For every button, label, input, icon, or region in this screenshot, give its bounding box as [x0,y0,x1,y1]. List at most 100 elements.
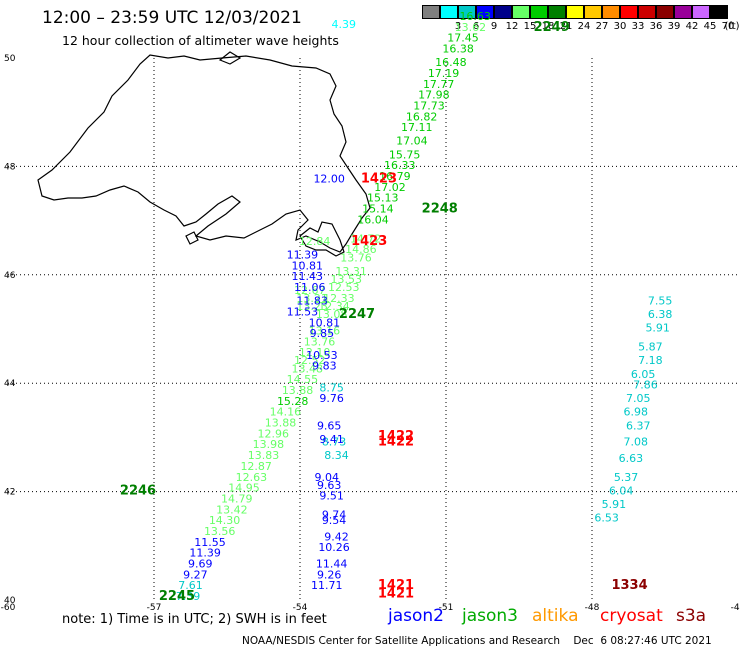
time-label: 2247 [339,307,375,322]
swh-value-jason2: 8.34 [324,449,349,462]
swh-value-jason3: 9.27 [183,568,208,581]
color-swatch [494,5,512,19]
swh-value-cryosat: 6.05 [631,368,656,381]
legend-s3a: s3a [676,606,707,626]
swh-value-jason2: 9.42 [324,530,349,543]
swh-value-jason3: 7.61 [178,579,203,592]
swh-value-jason3: 15.14 [362,202,394,215]
swh-value-jason3: 17.19 [428,67,460,80]
swh-value-jason3: 17.45 [447,32,479,45]
color-swatch [584,5,602,19]
color-bin-label: 36 [649,21,663,32]
swh-value-jason2: 11.71 [311,579,343,592]
color-swatch [692,5,710,19]
time-label: 1421 [378,578,414,593]
swh-value-jason3: 13.76 [304,335,336,348]
time-label: 2246 [120,483,156,498]
time-label: 1423 [361,172,397,187]
color-bin-label: 45 [703,21,717,32]
swh-value-jason2: 9.41 [319,433,344,446]
color-bin-label: 3 [454,21,462,32]
swh-value-jason3: 16.82 [406,110,438,123]
color-swatch [440,5,458,19]
color-bin-label: 21 [559,21,573,32]
color-swatch [656,5,674,19]
swh-value-jason3: 12.34 [318,300,350,313]
color-unit-label: (ft) [724,21,740,32]
data-points: 7.397.619.279.6911.3911.5513.5614.3013.4… [176,10,673,603]
swh-value-cryosat: 6.37 [626,419,651,432]
swh-value-jason3: 16.04 [357,213,389,226]
swh-value-jason2: 9.51 [319,490,344,503]
swh-value-cryosat: 5.91 [645,322,670,335]
swh-value-cryosat: 6.38 [648,308,673,321]
swh-value-cryosat: 7.08 [624,436,649,449]
color-bin-label: 70 [721,21,735,32]
swh-value-jason2: 10.53 [306,349,338,362]
chart-subtitle: 12 hour collection of altimeter wave hei… [62,33,339,48]
swh-value-jason3: 17.98 [418,89,450,102]
swh-value-jason3: 12.10 [299,346,331,359]
y-tick-label: 44 [4,379,16,389]
time-label: 2248 [422,201,458,216]
color-bin-label: 18 [541,21,555,32]
swh-value-cryosat: 7.18 [638,354,663,367]
time-label: 1421 [378,586,414,601]
footer-credit: NOAA/NESDIS Center for Satellite Applica… [242,635,712,647]
swh-value-cryosat: 7.55 [648,295,673,308]
swh-value-jason3: 13.83 [248,449,280,462]
swh-value-jason2: 10.81 [292,259,324,272]
color-bin-label: 24 [577,21,591,32]
swh-value-jason3: 15.75 [389,148,421,161]
color-bin-label: 15 [523,21,537,32]
swh-value-jason3: 12.84 [299,235,331,248]
swh-value-jason3: 12.63 [236,471,268,484]
swh-value-jason3: 12.52 [294,354,326,367]
swh-value-jason3: 16.63 [459,10,491,23]
time-label: 1422 [378,435,414,450]
swh-value-jason2: 9.76 [319,392,344,405]
swh-value-jason3: 13.62 [455,21,487,34]
swh-value-cryosat: 6.53 [594,511,619,524]
swh-value-jason2: 11.44 [316,557,348,570]
swh-value-jason2: 10.26 [318,541,350,554]
legend-jason2: jason2 [388,606,444,626]
island-1 [185,231,199,245]
swh-value-jason3: 12.96 [257,427,289,440]
swh-value-jason2: 11.39 [287,249,319,262]
swh-value-jason3: 15.28 [277,395,309,408]
color-bin-label: 30 [613,21,627,32]
legend-cryosat: cryosat [600,606,663,626]
swh-value-jason2: 8.73 [322,436,347,449]
time-label: 1423 [351,234,387,249]
swh-value-cryosat: 4.39 [332,18,357,31]
x-tick-label: -48 [585,603,600,613]
swh-value-jason3: 13.08 [316,308,348,321]
swh-value-jason2: 11.43 [292,270,324,283]
newfoundland-coast [37,54,371,253]
color-swatch [602,5,620,19]
y-tick-label: 42 [4,488,15,498]
y-tick-label: 50 [4,54,16,64]
swh-value-jason3: 17.11 [401,121,433,134]
swh-value-jason3: 13.23 [296,300,328,313]
swh-value-jason3: 13.21 [296,292,328,305]
swh-value-jason3: 17.04 [396,135,428,148]
swh-value-jason3: 11.39 [189,547,221,560]
swh-value-jason3: 9.69 [188,557,213,570]
swh-value-jason3: 12.87 [240,460,272,473]
swh-value-jason3: 13.88 [265,417,297,430]
swh-value-jason2: 12.00 [313,173,345,186]
time-label: 2245 [159,589,195,604]
swh-value-jason3: 11.55 [194,536,226,549]
y-tick-label: 46 [4,271,16,281]
swh-value-jason3: 14.95 [228,482,260,495]
color-bin-label: 42 [685,21,699,32]
swh-value-jason3: 16.48 [435,56,467,69]
swh-value-cryosat: 5.87 [638,341,663,354]
x-tick-label: -54 [293,603,308,613]
swh-value-jason2: 9.04 [315,471,340,484]
swh-value-jason2: 9.65 [317,419,342,432]
color-swatch [476,5,494,19]
